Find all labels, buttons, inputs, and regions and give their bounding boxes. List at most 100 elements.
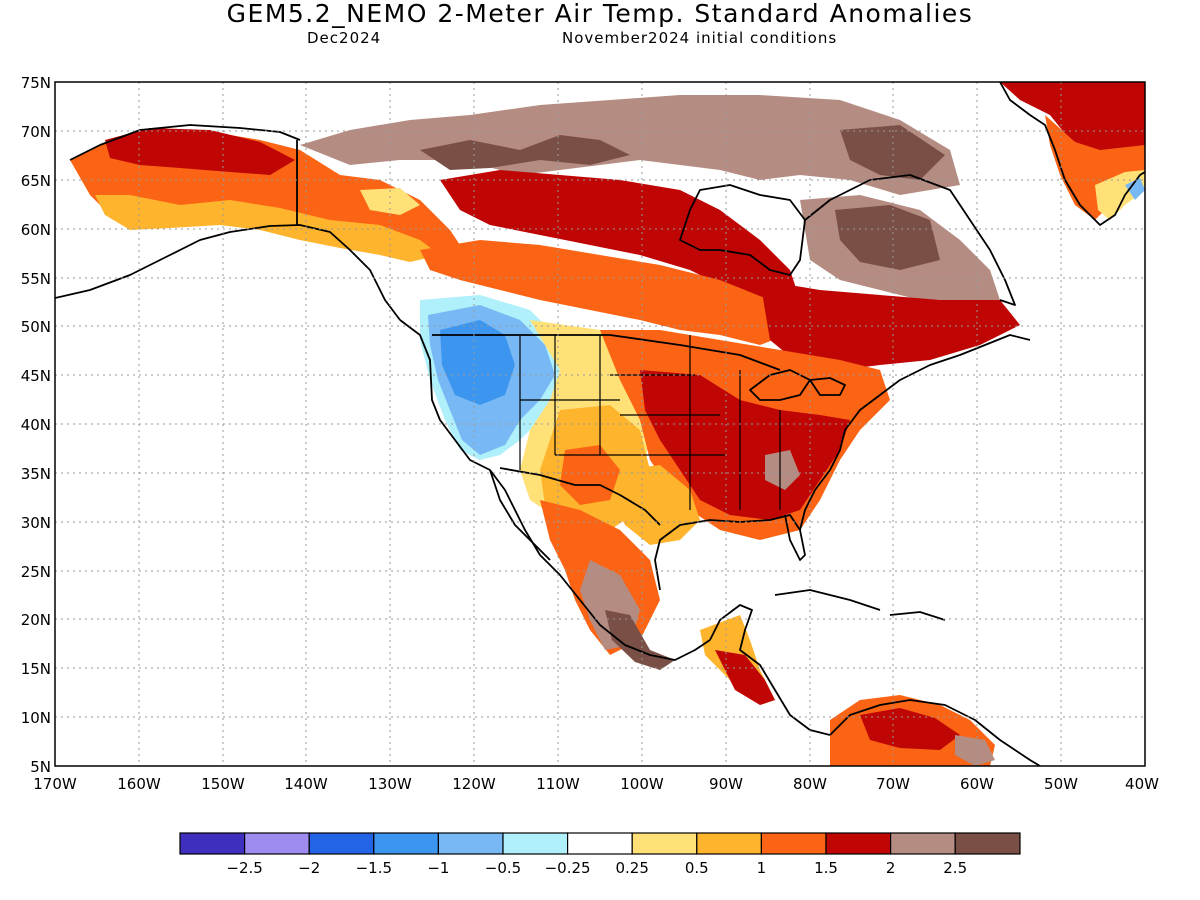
anomaly-region-arctic-dark-2 <box>840 125 945 180</box>
lon-label: 160W <box>117 775 161 793</box>
colorbar-bin <box>631 832 698 855</box>
island-hispaniola <box>889 611 946 621</box>
lat-label: 60N <box>21 221 51 239</box>
lon-label: 70W <box>876 775 910 793</box>
coastline-alaska-north <box>69 124 301 161</box>
anomaly-region-alaska-core <box>105 128 295 175</box>
anomaly-region-southwest-core <box>560 445 620 505</box>
lon-label: 170W <box>33 775 77 793</box>
anomaly-region-central-america-red <box>715 650 775 705</box>
coastlines <box>55 82 1145 766</box>
colorbar-label: 1.5 <box>814 859 838 877</box>
anomaly-region-greenland-red <box>1000 82 1145 150</box>
gridlines <box>55 82 1145 766</box>
coastline-yucatan <box>709 604 831 736</box>
colorbar-bin <box>825 832 892 855</box>
lon-label: 130W <box>368 775 412 793</box>
anomaly-region-southeast-brown <box>765 450 800 490</box>
lat-label: 10N <box>21 709 51 727</box>
lon-label: 40W <box>1125 775 1159 793</box>
anomaly-field <box>70 82 1145 766</box>
anomaly-region-arctic-dark <box>420 135 630 170</box>
colorbar-bin <box>760 832 827 855</box>
valid-month: Dec2024 <box>307 29 382 47</box>
colorbar-label: 0.25 <box>615 859 648 877</box>
lat-label: 45N <box>21 367 51 385</box>
colorbar-label: 1 <box>757 859 767 877</box>
lon-label: 140W <box>284 775 328 793</box>
lat-label: 75N <box>21 74 51 92</box>
colorbar-bin <box>889 832 956 855</box>
colorbar-bin <box>566 832 633 855</box>
colorbar-bin <box>502 832 569 855</box>
coastline-great-lakes <box>749 369 846 401</box>
colorbar-bin <box>696 832 762 855</box>
anomaly-region-alaska-south <box>95 195 440 262</box>
colorbar-label: −1 <box>427 859 449 877</box>
anomaly-region-canada-red <box>440 170 800 310</box>
border-us-mexico <box>499 467 661 526</box>
longitude-axis: 170W 160W 150W 140W 130W 120W 110W 100W … <box>33 775 1159 793</box>
colorbar-label: −2.5 <box>226 859 262 877</box>
lat-label: 35N <box>21 465 51 483</box>
lat-label: 30N <box>21 514 51 532</box>
colorbar-label: −1.5 <box>356 859 392 877</box>
lat-label: 5N <box>30 758 51 776</box>
anomaly-region-quebec-dark <box>835 205 940 270</box>
colorbar-label: −0.5 <box>485 859 521 877</box>
lon-label: 100W <box>620 775 664 793</box>
colorbar-bin <box>954 832 1021 855</box>
lat-label: 65N <box>21 172 51 190</box>
colorbar-bin <box>373 832 439 855</box>
lat-label: 20N <box>21 611 51 629</box>
colorbar-label: −2 <box>298 859 320 877</box>
map-title: GEM5.2_NEMO 2-Meter Air Temp. Standard A… <box>226 0 974 28</box>
anomaly-region-canada-orange <box>420 240 800 345</box>
colorbar-label: 0.5 <box>685 859 709 877</box>
colorbar-label: −0.25 <box>545 859 591 877</box>
anomaly-region-s-america-red <box>860 708 960 750</box>
coastline-greenland <box>999 82 1145 226</box>
anomaly-region-us-west-blue <box>440 320 515 405</box>
colorbar-bin <box>437 832 504 855</box>
anomaly-region-texas-orange <box>612 465 700 545</box>
colorbar-bin <box>308 832 375 855</box>
lat-label: 40N <box>21 416 51 434</box>
lon-label: 150W <box>201 775 245 793</box>
anomaly-region-mexico-dark <box>605 610 675 670</box>
island-cuba <box>774 589 881 611</box>
lat-label: 15N <box>21 660 51 678</box>
anomaly-region-s-america-brown <box>955 735 995 766</box>
map-frame <box>54 81 1146 767</box>
coastline-labrador <box>804 174 1016 306</box>
lat-label: 50N <box>21 318 51 336</box>
anomaly-region-central-us-red <box>640 370 850 520</box>
colorbar-bin <box>244 832 310 855</box>
lon-label: 50W <box>1044 775 1078 793</box>
lon-label: 60W <box>960 775 994 793</box>
colorbar-bin <box>179 832 246 855</box>
colorbar: −2.5 −2 −1.5 −1 −0.5 −0.25 0.25 0.5 1 1.… <box>179 832 1021 877</box>
anomaly-region-yukon-pale <box>360 188 420 215</box>
colorbar-label: 2.5 <box>943 859 967 877</box>
lon-label: 90W <box>709 775 743 793</box>
coastline-west-us <box>399 319 711 661</box>
lat-label: 70N <box>21 123 51 141</box>
coastline-baja <box>489 469 551 561</box>
lat-label: 55N <box>21 270 51 288</box>
border-us-canada <box>432 334 781 371</box>
colorbar-label: 2 <box>886 859 896 877</box>
coastline-east-us <box>799 334 1031 531</box>
initial-conditions: November2024 initial conditions <box>562 29 838 47</box>
coastline-south-america <box>829 699 1041 766</box>
lon-label: 120W <box>452 775 496 793</box>
border-us-states <box>519 335 781 510</box>
lon-label: 80W <box>793 775 827 793</box>
coastline-gulf <box>654 514 806 591</box>
latitude-axis: 75N 70N 65N 60N 55N 50N 45N 40N 35N 30N … <box>21 74 51 776</box>
coastline-hudson-bay <box>679 184 806 276</box>
lat-label: 25N <box>21 563 51 581</box>
coastline-alaska <box>55 224 401 321</box>
anomaly-region-greenland-orange <box>1045 115 1145 220</box>
